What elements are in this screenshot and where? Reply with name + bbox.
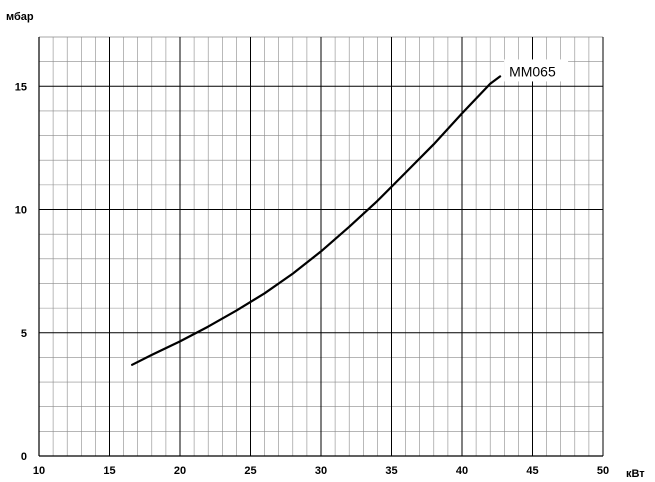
x-tick-label: 35 [385,465,397,477]
y-tick-label: 15 [15,81,27,93]
series-label: MM065 [509,63,556,79]
x-axis-label: кВт [626,468,645,480]
x-tick-label: 50 [597,465,609,477]
y-tick-labels: 0 5 10 15 [15,81,27,463]
y-axis-label: мбар [6,11,34,23]
x-tick-label: 30 [315,465,327,477]
series-layer: MM065 [131,59,569,366]
x-tick-label: 10 [33,465,45,477]
y-tick-label: 0 [21,451,27,463]
minor-grid [39,36,603,456]
x-tick-label: 25 [244,465,256,477]
x-tick-labels: 10 15 20 25 30 35 40 45 50 [33,465,609,477]
y-tick-label: 10 [15,205,27,217]
x-tick-label: 45 [526,465,538,477]
x-tick-label: 15 [103,465,115,477]
x-tick-label: 20 [174,465,186,477]
series-line [131,75,502,366]
axes [38,37,603,457]
series-label-background [504,59,569,82]
x-tick-label: 40 [456,465,468,477]
y-tick-label: 5 [21,328,27,340]
